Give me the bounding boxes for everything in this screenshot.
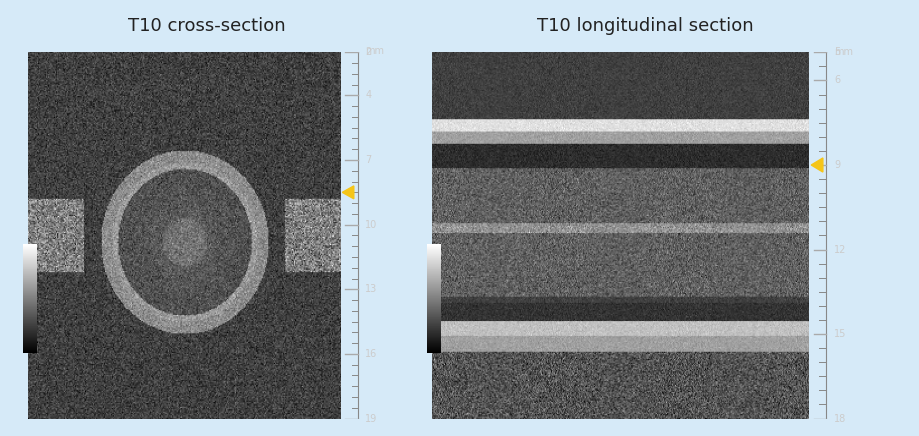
Text: Dura: Dura: [93, 128, 143, 177]
Text: mm: mm: [365, 46, 384, 56]
Text: CSF space: CSF space: [511, 321, 564, 358]
Text: 6: 6: [834, 75, 840, 85]
Text: 18: 18: [834, 414, 846, 423]
Text: Central canal: Central canal: [86, 250, 156, 284]
Text: T10 cross-section: T10 cross-section: [128, 17, 286, 35]
Text: T10 longitudinal section: T10 longitudinal section: [538, 17, 754, 35]
Text: 7: 7: [365, 155, 371, 165]
Polygon shape: [342, 186, 354, 199]
Text: Grey matter
(butterfly): Grey matter (butterfly): [152, 251, 216, 301]
Polygon shape: [811, 158, 823, 172]
Text: 4: 4: [365, 90, 371, 100]
Text: 9: 9: [834, 160, 840, 170]
Text: Pia: Pia: [67, 157, 111, 189]
Text: 5: 5: [834, 48, 840, 57]
Text: CSF space: CSF space: [567, 102, 621, 150]
Text: 10: 10: [365, 220, 378, 230]
Text: 12: 12: [834, 245, 846, 255]
Text: White matter: White matter: [30, 320, 99, 358]
Text: 2: 2: [365, 48, 371, 57]
Text: CSF space: CSF space: [151, 128, 204, 176]
Text: mm: mm: [834, 47, 853, 57]
Text: 19: 19: [365, 414, 378, 423]
Text: White matter: White matter: [631, 187, 700, 214]
Text: 16: 16: [365, 349, 378, 359]
Text: Central canal: Central canal: [613, 245, 693, 270]
Text: I•: I•: [32, 213, 41, 223]
Text: Pia: Pia: [688, 102, 710, 150]
Text: Dura: Dura: [457, 121, 504, 159]
Text: 15: 15: [834, 329, 846, 339]
Text: I•: I•: [437, 213, 446, 223]
Text: 13: 13: [365, 284, 378, 294]
